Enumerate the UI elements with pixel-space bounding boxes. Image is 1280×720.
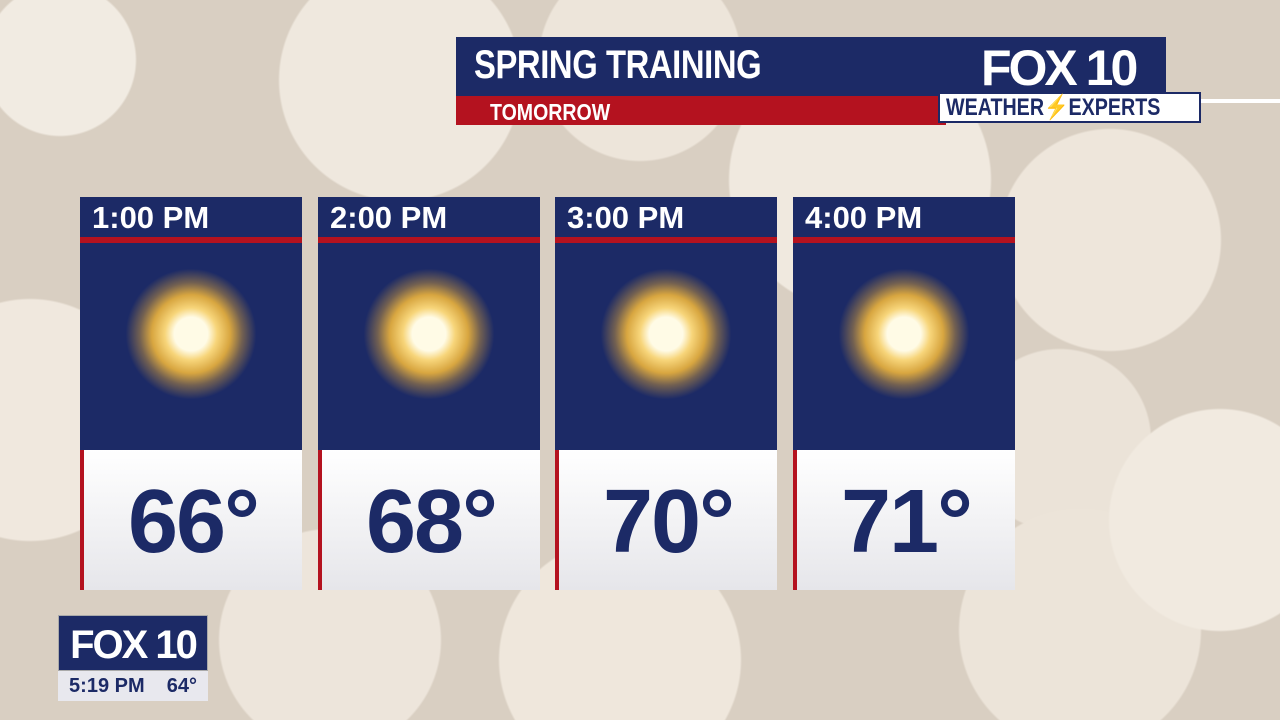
weather-experts-badge: WEATHER⚡EXPERTS [938,92,1201,123]
forecast-card: 3:00 PM 70° [555,197,777,590]
banner-title: SPRING TRAINING [474,43,762,87]
forecast-temp: 68° [318,450,540,590]
forecast-card: 2:00 PM 68° [318,197,540,590]
fox10-logo: FOX 10 [58,615,208,671]
fox10-logo: FOX 10 [981,40,1138,96]
sunny-icon [363,268,495,400]
divider [318,237,540,243]
station-bug: FOX 10 5:19 PM 64° [58,615,208,701]
divider [555,237,777,243]
forecast-card: 4:00 PM 71° [793,197,1015,590]
forecast-temp: 70° [555,450,777,590]
title-banner: SPRING TRAINING TOMORROW FOX 10 [456,37,1166,125]
divider [1201,99,1280,103]
divider [80,237,302,243]
sunny-icon [125,268,257,400]
forecast-time: 1:00 PM [80,197,302,237]
banner-top [456,37,1166,96]
current-temp: 64° [166,675,197,697]
forecast-time: 2:00 PM [318,197,540,237]
banner-subtitle: TOMORROW [490,99,611,125]
tagline: WEATHER⚡EXPERTS [946,94,1161,121]
current-time: 5:19 PM [69,675,145,697]
forecast-temp: 71° [793,450,1015,590]
forecast-time: 4:00 PM [793,197,1015,237]
forecast-card: 1:00 PM 66° [80,197,302,590]
sunny-icon [838,268,970,400]
divider [793,237,1015,243]
forecast-time: 3:00 PM [555,197,777,237]
banner-bottom [456,96,946,125]
forecast-temp: 66° [80,450,302,590]
sunny-icon [600,268,732,400]
